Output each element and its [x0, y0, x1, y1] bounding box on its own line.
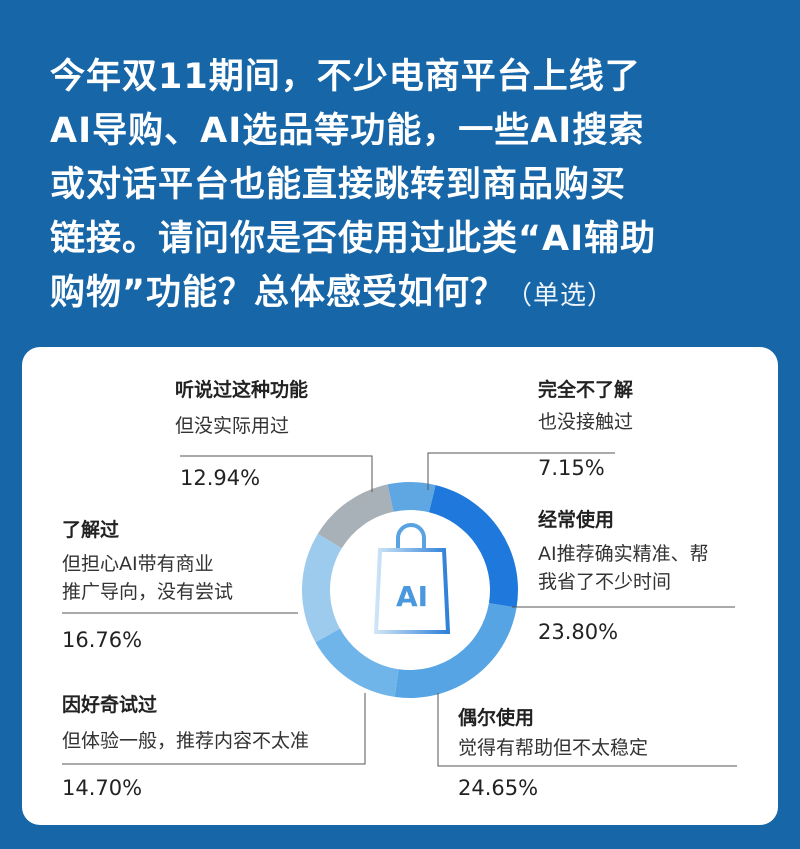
leader-line-unknown — [427, 452, 615, 490]
leader-line-occasional — [437, 693, 737, 767]
pct-heard: 12.94% — [180, 466, 261, 490]
donut-slice-2 — [394, 603, 517, 698]
pct-often: 23.80% — [538, 620, 619, 644]
leader-line-heard — [180, 455, 373, 492]
donut-slice-3 — [315, 628, 399, 697]
single-choice-note: （单选） — [506, 281, 615, 311]
question-title: 今年双11期间，不少电商平台上线了 AI导购、AI选品等功能，一些AI搜索 或对… — [50, 57, 657, 313]
pct-unknown: 7.15% — [538, 456, 605, 480]
donut-slice-5 — [317, 484, 394, 549]
pct-curious: 14.70% — [62, 776, 143, 800]
label-concern: 了解过 但担心AI带有商业 推广导向，没有尝试 — [62, 519, 234, 603]
svg-text:AI: AI — [396, 580, 428, 613]
label-heard: 听说过这种功能 但没实际用过 — [175, 379, 309, 437]
chart-card — [22, 347, 778, 825]
donut-slice-0 — [387, 482, 436, 513]
label-occasional: 偶尔使用 觉得有帮助但不太稳定 — [458, 707, 649, 759]
pct-concern: 16.76% — [62, 628, 143, 652]
leader-line-curious — [62, 693, 366, 765]
donut-slice-1 — [429, 485, 518, 608]
label-curious: 因好奇试过 但体验一般，推荐内容不太准 — [62, 694, 310, 752]
leader-lines — [62, 452, 737, 767]
label-often: 经常使用 AI推荐确实精准、帮 我省了不少时间 — [538, 509, 709, 593]
donut-slice-4 — [302, 533, 342, 643]
pct-occasional: 24.65% — [458, 776, 539, 800]
label-unknown: 完全不了解 也没接触过 — [538, 379, 634, 433]
shopping-bag-ai-icon: AI — [373, 523, 451, 634]
